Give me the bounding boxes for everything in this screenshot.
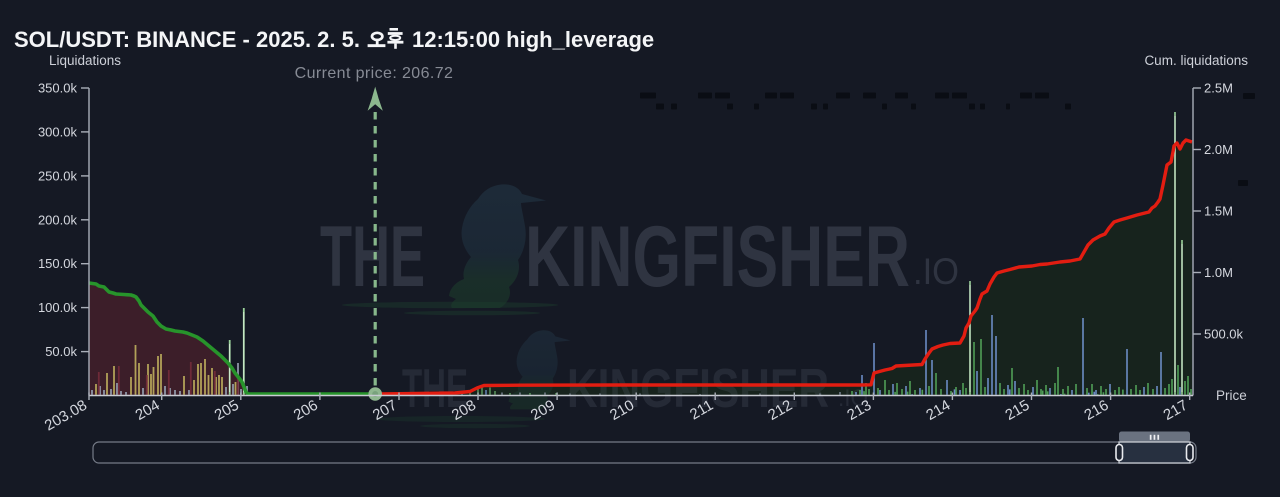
svg-text:100.0k: 100.0k — [38, 300, 78, 315]
svg-text:200.0k: 200.0k — [38, 212, 78, 227]
svg-text:500.0k: 500.0k — [1204, 327, 1244, 342]
svg-text:.IO: .IO — [838, 385, 868, 412]
svg-text:SOL/USDT: BINANCE - 2025. 2. 5: SOL/USDT: BINANCE - 2025. 2. 5. — [14, 27, 360, 52]
svg-text:Liquidations: Liquidations — [49, 53, 121, 68]
svg-text:50.0k: 50.0k — [45, 344, 77, 359]
svg-text:150.0k: 150.0k — [38, 256, 78, 271]
svg-text:12:15:00 high_leverage: 12:15:00 high_leverage — [412, 27, 654, 52]
svg-text:1.5M: 1.5M — [1204, 204, 1233, 219]
svg-text:Price: Price — [1216, 388, 1247, 403]
svg-text:2.0M: 2.0M — [1204, 142, 1233, 157]
svg-text:1.0M: 1.0M — [1204, 265, 1233, 280]
svg-text:300.0k: 300.0k — [38, 124, 78, 139]
svg-text:THE: THE — [402, 357, 468, 419]
svg-text:Current price: 206.72: Current price: 206.72 — [295, 65, 454, 82]
svg-text:2.5M: 2.5M — [1204, 81, 1233, 96]
svg-text:250.0k: 250.0k — [38, 168, 78, 183]
svg-text:KINGFISHER: KINGFISHER — [567, 357, 829, 419]
svg-text:Cum. liquidations: Cum. liquidations — [1144, 53, 1248, 68]
svg-text:THE: THE — [320, 209, 425, 305]
svg-text:KINGFISHER: KINGFISHER — [525, 209, 910, 305]
svg-text:350.0k: 350.0k — [38, 81, 78, 96]
svg-text:.IO: .IO — [913, 251, 959, 292]
